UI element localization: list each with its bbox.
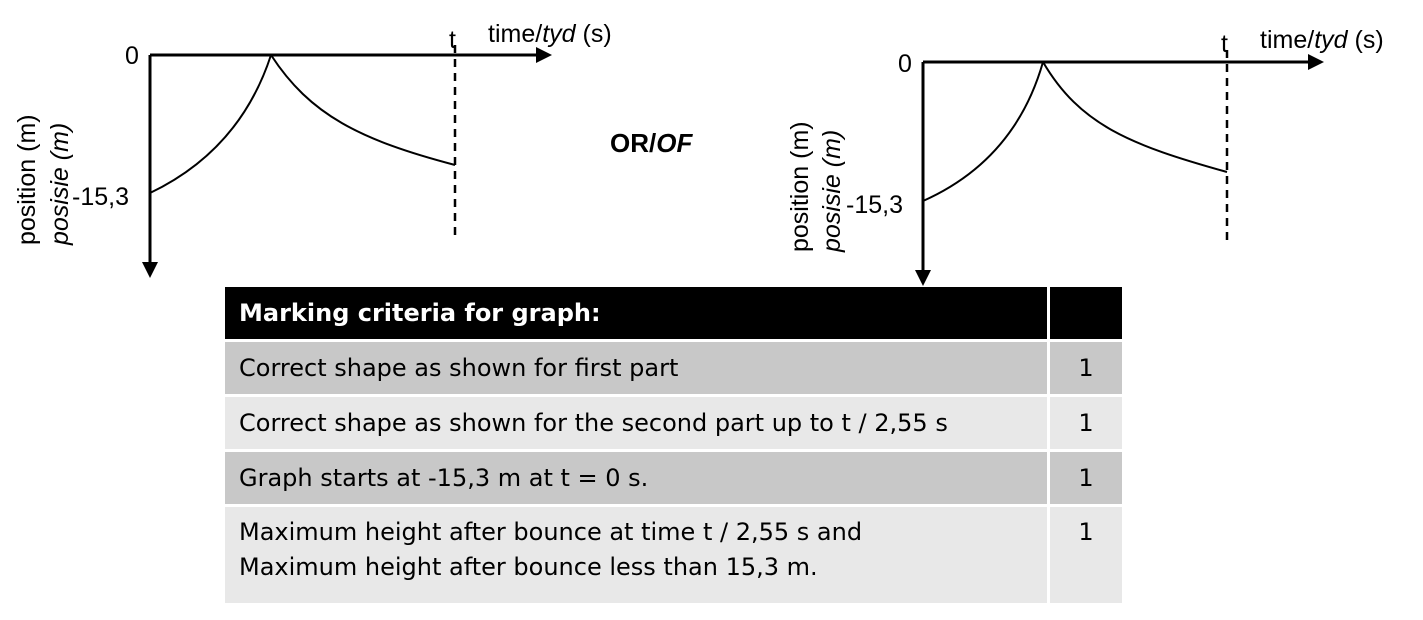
table-row: Maximum height after bounce at time t / …	[225, 504, 1122, 603]
second-part-curve	[270, 54, 456, 166]
table-row: Graph starts at -15,3 m at t = 0 s. 1	[225, 449, 1122, 504]
header-score-cell	[1047, 287, 1122, 339]
time-axis-arrow	[536, 47, 552, 63]
table-header-row: Marking criteria for graph:	[225, 287, 1122, 339]
zero-label: 0	[125, 42, 139, 70]
time-axis-arrow	[1308, 54, 1324, 70]
criterion-score: 1	[1047, 504, 1122, 603]
criterion-score: 1	[1047, 449, 1122, 504]
table-header: Marking criteria for graph:	[225, 287, 1047, 339]
t-label: t	[449, 26, 456, 54]
position-axis-label: position (m)	[13, 114, 41, 245]
time-axis-label: time/tyd (s)	[1260, 26, 1384, 54]
time-axis-label: time/tyd (s)	[488, 20, 612, 48]
start-value-label: -15,3	[72, 183, 129, 211]
criterion-text: Maximum height after bounce at time t / …	[225, 504, 1047, 603]
criterion-score: 1	[1047, 339, 1122, 394]
criterion-line-1: Maximum height after bounce at time t / …	[239, 518, 863, 546]
table-row: Correct shape as shown for first part 1	[225, 339, 1122, 394]
position-axis-label: position (m)	[786, 121, 814, 252]
criterion-text: Graph starts at -15,3 m at t = 0 s.	[225, 449, 1047, 504]
criterion-line-2: Maximum height after bounce less than 15…	[239, 552, 818, 581]
criterion-text: Correct shape as shown for first part	[225, 339, 1047, 394]
first-part-curve	[922, 61, 1044, 202]
posisie-axis-label: posisie (m)	[46, 123, 74, 246]
or-label: OR/OF	[610, 128, 693, 158]
t-label: t	[1221, 30, 1228, 58]
axes	[142, 47, 552, 278]
marking-criteria-table: Marking criteria for graph: Correct shap…	[225, 287, 1122, 603]
position-axis-arrow	[915, 270, 931, 286]
second-part-curve	[1042, 61, 1228, 173]
criterion-text: Correct shape as shown for the second pa…	[225, 394, 1047, 449]
position-axis-arrow	[142, 262, 158, 278]
criterion-score: 1	[1047, 394, 1122, 449]
zero-label: 0	[898, 50, 912, 78]
axes	[915, 54, 1324, 286]
posisie-axis-label: posisie (m)	[818, 130, 846, 253]
table-row: Correct shape as shown for the second pa…	[225, 394, 1122, 449]
start-value-label: -15,3	[846, 191, 903, 219]
first-part-curve	[149, 54, 272, 194]
